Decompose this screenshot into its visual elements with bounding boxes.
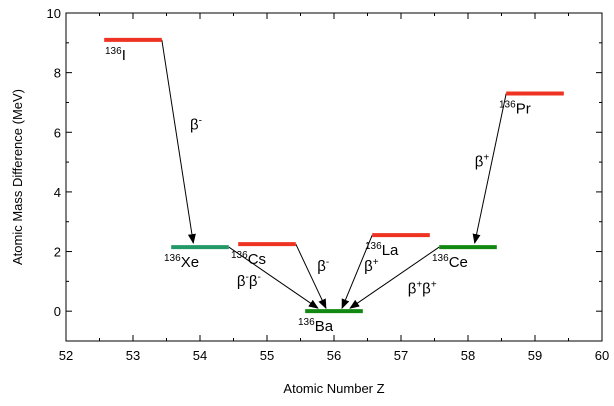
isotope-label-la: 136La [365, 241, 399, 259]
decay-arrow-cs-ba [295, 243, 327, 310]
y-tick-label: 6 [54, 125, 61, 140]
decay-arrow-ce-ba [349, 246, 440, 309]
decay-arrows: β-β-β-β-β+β+β+β+ [161, 39, 507, 310]
y-tick-label: 4 [54, 185, 61, 200]
x-tick-label: 55 [260, 348, 274, 363]
y-axis-title: Atomic Mass Difference (MeV) [10, 89, 25, 265]
isotope-label-xe: 136Xe [164, 253, 199, 271]
decay-arrow-la-ba [341, 234, 373, 310]
isotope-labels: 136I 136Xe 136Cs 136Ba 136La 136Ce 136Pr [105, 46, 531, 335]
isotope-label-ce: 136Ce [432, 253, 468, 271]
decay-label-pr: β+ [475, 153, 490, 171]
decay-arrow-i-xe [161, 39, 196, 245]
x-tick-label: 53 [126, 348, 140, 363]
x-tick-label: 57 [394, 348, 408, 363]
x-tick-label: 52 [59, 348, 73, 363]
decay-label-xe: β-β- [237, 272, 261, 290]
x-tick-label: 54 [193, 348, 207, 363]
isotope-label-cs: 136Cs [231, 250, 266, 268]
x-tick-label: 59 [528, 348, 542, 363]
axis-ticks: 52 53 54 55 56 57 58 59 60 0 2 4 6 8 10 [47, 6, 610, 363]
y-tick-label: 0 [54, 304, 61, 319]
y-tick-label: 2 [54, 245, 61, 260]
isotope-label-ba: 136Ba [298, 317, 334, 335]
energy-levels [104, 37, 564, 314]
x-axis-title: Atomic Number Z [283, 381, 384, 396]
decay-arrow-xe-ba [228, 246, 319, 309]
isotope-label-pr: 136Pr [499, 100, 531, 118]
decay-label-ce: β+β+ [408, 279, 437, 297]
x-tick-label: 60 [595, 348, 609, 363]
decay-label-i: β- [190, 115, 202, 133]
decay-arrow-pr-ce [472, 93, 507, 245]
plot-frame [65, 12, 603, 342]
y-tick-label: 8 [54, 66, 61, 81]
decay-label-la: β+ [364, 257, 379, 275]
isotope-label-i: 136I [105, 46, 126, 64]
y-tick-label: 10 [47, 6, 61, 21]
x-tick-label: 58 [461, 348, 475, 363]
decay-label-cs: β- [317, 257, 329, 275]
x-tick-label: 56 [327, 348, 341, 363]
